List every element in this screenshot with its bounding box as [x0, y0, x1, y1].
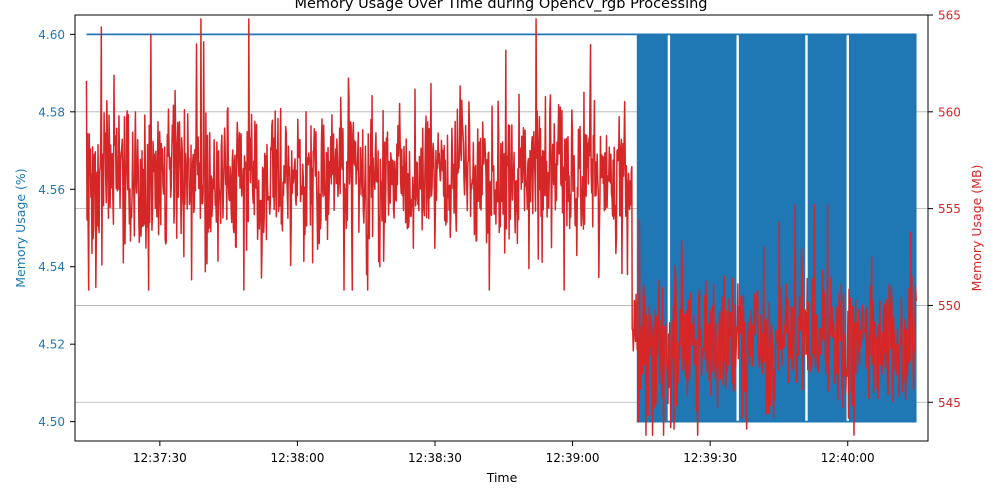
- left-y-tick-label: 4.60: [38, 28, 65, 42]
- x-tick-label: 12:39:30: [683, 451, 737, 465]
- x-tick-label: 12:38:30: [408, 451, 462, 465]
- right-y-tick-label: 560: [938, 105, 961, 119]
- right-y-axis-label: Memory Usage (MB): [969, 165, 984, 292]
- percent-gap: [667, 34, 671, 422]
- right-y-tick-label: 555: [938, 202, 961, 216]
- left-y-tick-label: 4.58: [38, 105, 65, 119]
- right-y-axis: 545 550 555 560 565: [928, 9, 961, 410]
- plot-frame: [74, 14, 929, 442]
- right-y-tick-label: 565: [938, 9, 961, 23]
- mb-series: [85, 18, 917, 436]
- chart-title: Memory Usage Over Time during Opencv_rgb…: [294, 0, 707, 12]
- left-y-tick-label: 4.50: [38, 415, 65, 429]
- left-y-tick-label: 4.54: [38, 260, 65, 274]
- left-y-tick-label: 4.52: [38, 338, 65, 352]
- percent-gap: [736, 34, 739, 422]
- x-tick-label: 12:40:00: [821, 451, 875, 465]
- left-y-axis-label: Memory Usage (%): [13, 168, 28, 287]
- mb-line: [85, 18, 917, 436]
- left-y-axis: 4.50 4.52 4.54 4.56 4.58 4.60: [38, 28, 75, 429]
- right-y-tick-label: 550: [938, 299, 961, 313]
- right-y-tick-label: 545: [938, 396, 961, 410]
- left-y-tick-label: 4.56: [38, 183, 65, 197]
- x-tick-label: 12:37:30: [133, 451, 187, 465]
- percent-gap: [805, 34, 808, 422]
- x-tick-label: 12:39:00: [546, 451, 600, 465]
- x-axis: 12:37:30 12:38:00 12:38:30 12:39:00 12:39:30…: [133, 441, 875, 465]
- x-tick-label: 12:38:00: [270, 451, 324, 465]
- x-axis-label: Time: [486, 470, 518, 485]
- percent-gap: [846, 34, 849, 422]
